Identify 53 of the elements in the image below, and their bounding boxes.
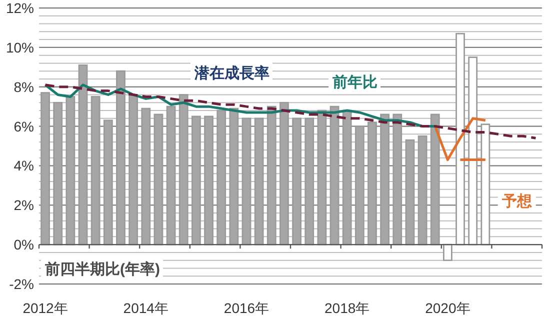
bar	[354, 126, 364, 246]
y-tick-label: 2%	[14, 197, 34, 214]
bar	[292, 118, 302, 246]
bar	[368, 122, 377, 246]
y-tick-label: 6%	[14, 118, 34, 134]
bar	[392, 114, 402, 246]
x-tick-label: 2016年	[224, 300, 270, 316]
y-tick-label: 8%	[14, 78, 34, 95]
bar	[90, 96, 100, 246]
bar	[78, 64, 88, 246]
series-label: 前年比	[332, 74, 378, 91]
bar	[442, 244, 452, 262]
bar	[103, 120, 113, 246]
bar	[204, 116, 214, 246]
bar	[254, 118, 264, 246]
bar	[480, 124, 490, 246]
bar	[380, 114, 390, 246]
x-tick-label: 2014年	[123, 300, 168, 316]
bar	[154, 114, 164, 246]
x-tick-label: 2018年	[324, 300, 370, 316]
x-tick-label: 2020年	[425, 300, 470, 316]
bar	[266, 106, 276, 246]
bar	[418, 135, 428, 246]
bar	[456, 32, 465, 246]
bar	[330, 106, 340, 246]
bar	[166, 106, 176, 246]
bar	[229, 108, 239, 246]
annotation: 予想	[500, 193, 533, 210]
y-tick-label: 12%	[6, 0, 34, 16]
bar	[317, 110, 327, 246]
bar	[116, 70, 126, 246]
bar	[216, 110, 226, 246]
bar	[430, 114, 440, 246]
bar	[178, 94, 188, 246]
bar	[191, 116, 201, 246]
bar	[141, 108, 151, 246]
bar	[128, 94, 138, 246]
bar	[66, 96, 76, 246]
x-tick-label: 2012年	[22, 300, 68, 316]
y-tick-label: 10%	[6, 39, 34, 56]
bar	[53, 102, 63, 246]
bar	[280, 102, 289, 246]
bar	[468, 56, 478, 246]
y-tick-label: 4%	[14, 158, 34, 174]
bar	[304, 118, 314, 246]
bar	[342, 110, 352, 246]
series-label: 前四半期比(年率)	[44, 260, 160, 278]
y-tick-label: 0%	[14, 236, 34, 253]
bar	[40, 92, 50, 246]
bar	[242, 118, 252, 246]
series-label: 潜在成長率	[194, 64, 270, 82]
bar	[405, 139, 415, 246]
y-tick-label: -2%	[9, 276, 34, 292]
